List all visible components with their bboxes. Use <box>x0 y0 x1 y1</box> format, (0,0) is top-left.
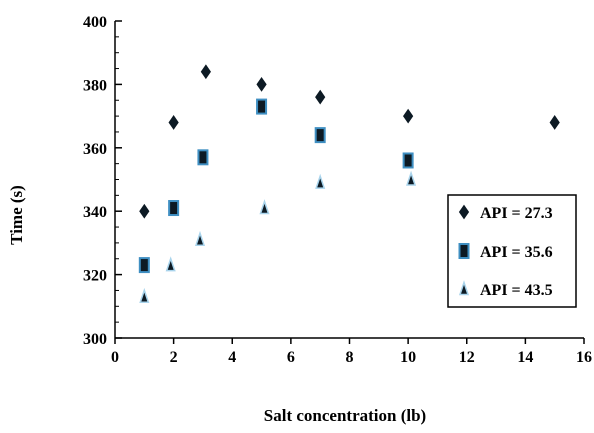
data-point-triangle <box>406 170 417 186</box>
data-points <box>138 64 560 304</box>
data-point-triangle <box>259 199 270 215</box>
x-tick-label: 2 <box>170 349 178 366</box>
legend-marker-triangle <box>458 280 470 296</box>
legend-label: API = 35.6 <box>480 244 553 261</box>
data-point-diamond <box>139 203 150 219</box>
data-point-triangle <box>315 173 326 189</box>
data-point-square <box>314 127 326 144</box>
x-axis-title: Salt concentration (lb) <box>264 406 426 425</box>
legend: API = 27.3 API = 35.6 API = 43.5 <box>447 194 577 308</box>
legend-label: API = 43.5 <box>480 282 553 299</box>
x-ticks: 0 2 4 6 8 10 12 14 16 <box>111 338 592 366</box>
data-point-triangle <box>194 230 206 246</box>
data-point-triangle <box>165 256 176 272</box>
data-point-square <box>168 200 180 217</box>
x-tick-label: 16 <box>576 349 592 366</box>
y-tick-label: 320 <box>83 268 107 285</box>
x-tick-label: 4 <box>228 349 236 366</box>
y-ticks: 300 320 340 360 380 400 <box>83 14 122 348</box>
data-point-diamond <box>200 64 211 80</box>
data-point-diamond <box>403 108 414 124</box>
data-point-triangle <box>139 287 150 304</box>
y-tick-label: 300 <box>83 331 107 348</box>
y-tick-label: 380 <box>83 77 107 94</box>
data-point-square <box>402 152 414 169</box>
legend-label: API = 27.3 <box>480 205 553 222</box>
x-tick-label: 14 <box>517 349 533 366</box>
data-point-square <box>138 257 150 274</box>
data-point-diamond <box>256 77 267 92</box>
data-point-square <box>197 149 209 166</box>
legend-marker-square <box>458 243 470 259</box>
data-point-diamond <box>549 115 560 130</box>
x-tick-label: 12 <box>459 349 475 366</box>
y-tick-label: 340 <box>83 204 107 221</box>
x-tick-label: 0 <box>111 349 119 366</box>
x-tick-label: 10 <box>400 349 416 366</box>
data-point-diamond <box>315 89 326 105</box>
data-point-square <box>256 98 268 115</box>
y-minor-ticks <box>115 36 119 323</box>
x-tick-label: 6 <box>287 349 295 366</box>
legend-marker-diamond <box>458 204 470 220</box>
y-axis-title: Time (s) <box>7 185 26 245</box>
data-point-diamond <box>168 115 179 130</box>
y-tick-label: 360 <box>83 141 107 158</box>
x-tick-label: 8 <box>346 349 354 366</box>
y-tick-label: 400 <box>83 14 107 31</box>
legend-items: API = 27.3 API = 35.6 API = 43.5 <box>458 204 553 299</box>
